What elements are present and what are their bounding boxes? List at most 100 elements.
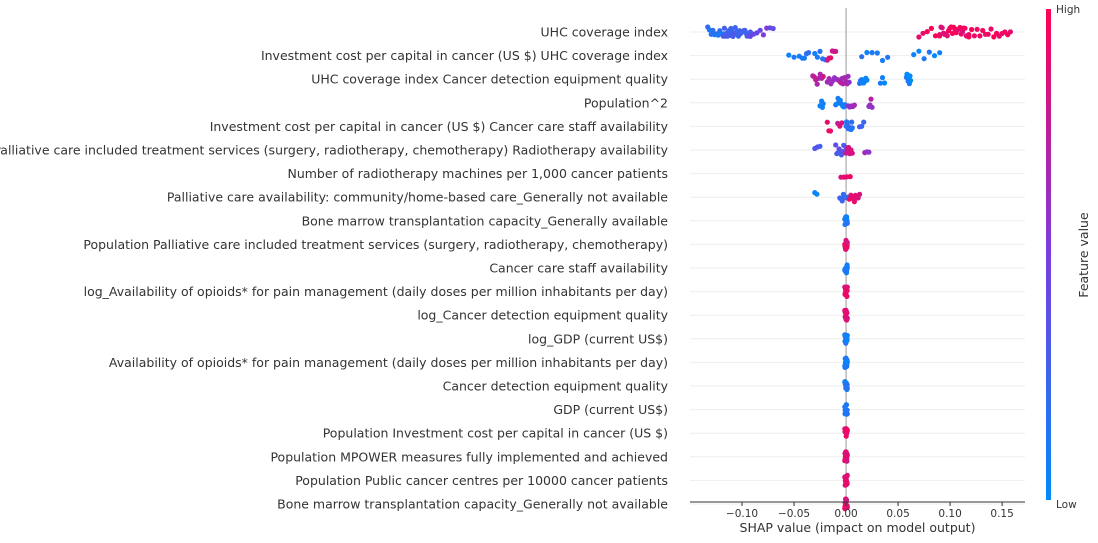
x-tick-label: 0.10 (938, 508, 961, 520)
feature-label: UHC coverage index (541, 25, 668, 40)
data-point (844, 337, 850, 343)
feature-label: log_GDP (current US$) (528, 331, 668, 346)
data-point (928, 25, 935, 31)
data-point (931, 53, 938, 59)
data-point (962, 25, 968, 31)
data-point (851, 199, 858, 205)
data-point (921, 56, 927, 62)
data-point (844, 293, 850, 299)
data-point (843, 402, 850, 408)
data-point (969, 26, 975, 33)
data-point (844, 310, 850, 316)
data-point (924, 29, 930, 35)
data-point (844, 332, 850, 339)
data-point (966, 31, 972, 38)
feature-label: Population Public cancer centres per 100… (295, 473, 668, 488)
data-point (847, 174, 853, 180)
data-point (857, 191, 863, 197)
data-point (833, 48, 839, 55)
feature-label: Cancer detection equipment quality (443, 379, 669, 394)
data-point (932, 33, 939, 39)
data-point (814, 191, 820, 197)
data-point (861, 119, 867, 125)
feature-label: Population Palliative care included trea… (83, 237, 668, 252)
data-point (844, 472, 850, 478)
feature-label: log_Cancer detection equipment quality (417, 308, 668, 323)
colorbar: High Low Feature value (1046, 4, 1091, 511)
data-point (820, 101, 826, 107)
data-point (844, 481, 850, 487)
x-axis-title: SHAP value (impact on model output) (740, 520, 976, 535)
data-point (849, 150, 855, 156)
data-point (920, 30, 926, 36)
data-point (721, 25, 728, 31)
x-tick-label: 0.15 (990, 508, 1013, 520)
feature-label: Bone marrow transplantation capacity_Gen… (277, 497, 668, 512)
data-point (849, 119, 855, 125)
data-point (985, 31, 991, 37)
x-tick-label: −0.05 (778, 508, 810, 520)
data-point (859, 54, 865, 60)
feature-label: Population Investment cost per capital i… (323, 426, 668, 441)
feature-labels: UHC coverage index Investment cost per ca… (0, 25, 669, 512)
data-point (817, 143, 823, 149)
data-point (757, 27, 763, 33)
colorbar-low-label: Low (1056, 499, 1077, 511)
data-point (786, 52, 792, 58)
data-point (827, 128, 834, 134)
data-point (844, 407, 850, 413)
data-point (980, 27, 986, 34)
data-point (868, 96, 874, 102)
x-tick-label: 0.00 (834, 508, 857, 520)
data-point (879, 75, 886, 81)
colorbar-title: Feature value (1076, 212, 1091, 298)
data-point (844, 264, 850, 271)
data-point (760, 32, 767, 38)
data-point (974, 26, 980, 32)
data-point (988, 26, 994, 32)
feature-label: Number of radiotherapy machines per 1,00… (287, 166, 668, 181)
feature-label: Palliative care availability: community/… (167, 190, 668, 205)
data-point (828, 55, 834, 61)
data-point (991, 34, 997, 40)
row-gridlines (690, 31, 1025, 505)
data-point (844, 385, 850, 391)
data-point (911, 52, 917, 58)
data-point (859, 123, 865, 129)
feature-label: Bone marrow transplantation capacity_Gen… (302, 213, 669, 228)
data-point (843, 497, 850, 503)
data-point (814, 81, 820, 87)
feature-label: Population^2 (584, 95, 668, 110)
data-point (844, 427, 850, 433)
data-point (814, 54, 821, 60)
feature-label: Population MPOWER measures fully impleme… (270, 449, 668, 464)
data-point (845, 73, 851, 79)
feature-label: Cancer care staff availability (489, 261, 668, 276)
data-point (869, 50, 875, 56)
data-point (885, 54, 891, 60)
data-point (939, 25, 945, 31)
data-point (806, 50, 812, 56)
data-point (1007, 29, 1014, 35)
data-point (791, 54, 797, 60)
data-point (864, 49, 870, 56)
data-point (977, 33, 983, 39)
data-point (846, 79, 852, 85)
data-points (705, 24, 1014, 512)
data-point (844, 359, 850, 365)
feature-label: Investment cost per capital in cancer (U… (261, 48, 668, 63)
data-point (881, 80, 888, 86)
data-point (812, 50, 818, 57)
data-point (844, 452, 850, 459)
x-tick-label: −0.10 (726, 508, 758, 520)
feature-label: UHC coverage index Cancer detection equi… (311, 72, 668, 87)
data-point (926, 49, 932, 55)
data-point (877, 80, 884, 86)
data-point (844, 220, 850, 226)
colorbar-gradient (1046, 9, 1051, 500)
data-point (844, 284, 850, 290)
data-point (844, 315, 850, 321)
data-point (916, 34, 922, 40)
data-point (839, 120, 845, 126)
